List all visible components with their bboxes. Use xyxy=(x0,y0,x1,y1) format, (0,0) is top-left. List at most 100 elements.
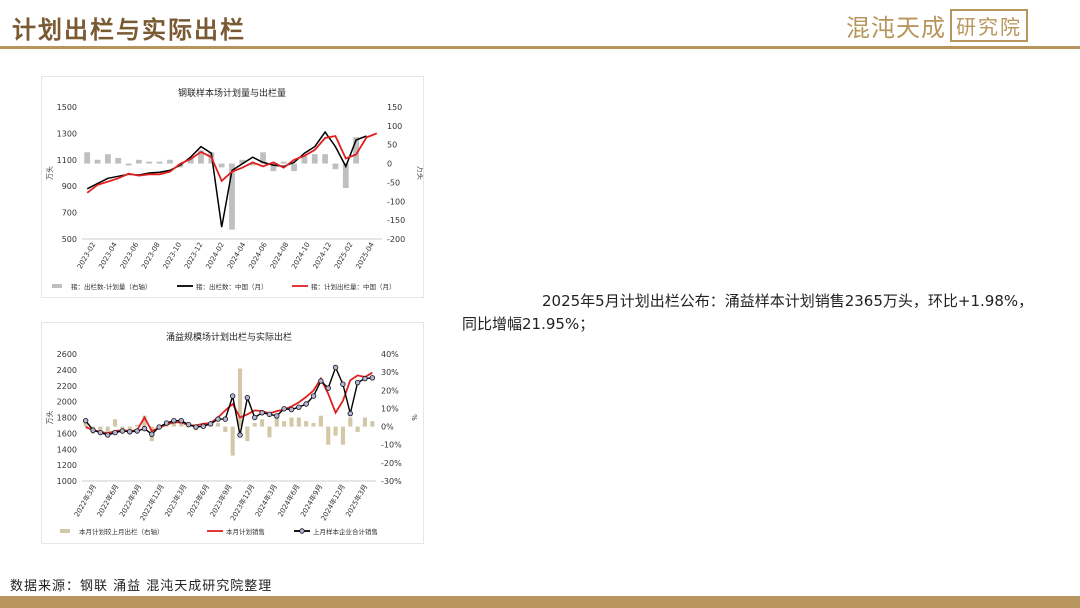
c2-point xyxy=(215,416,221,422)
c2-bar xyxy=(267,426,272,438)
c1-ytick-right: -100 xyxy=(387,197,405,206)
c2-bar xyxy=(326,426,331,445)
c2-point xyxy=(229,393,236,399)
c1-bar xyxy=(229,163,235,230)
c2-bar xyxy=(142,415,147,427)
c2-point xyxy=(141,425,148,432)
c1-ylabel-left: 万头 xyxy=(45,166,54,180)
c2-point xyxy=(347,410,353,417)
c2-point xyxy=(244,394,251,401)
c1-xtick: 2025-02 xyxy=(333,241,355,270)
c2-ytick-right: 20% xyxy=(381,386,399,395)
c2-bar xyxy=(215,422,221,427)
c2-bar xyxy=(274,417,279,427)
c1-ytick-left: 900 xyxy=(62,182,77,191)
c1-ytick-right: -200 xyxy=(387,235,405,244)
chart2-panel: 涌益规模场计划出栏与实际出栏 1000 1200 1400 1600 1800 2000 22… xyxy=(41,322,424,544)
c2-legend-label: 本月计划较上月出栏（右轴） xyxy=(79,527,164,536)
c1-xtick: 2023-02 xyxy=(76,241,98,270)
c2-point xyxy=(119,428,126,434)
c2-ytick-left: 1800 xyxy=(57,414,77,423)
c2-point xyxy=(185,421,192,428)
c2-point xyxy=(222,416,229,422)
c2-point xyxy=(318,378,324,384)
c2-bar xyxy=(98,426,103,431)
c1-bar xyxy=(156,161,163,164)
c2-point xyxy=(90,427,96,433)
c2-bar xyxy=(355,426,360,433)
c2-legend-swatch xyxy=(60,529,70,533)
c2-point xyxy=(193,424,199,430)
c1-bar xyxy=(136,159,142,164)
c1-title: 钢联样本场计划量与出栏量 xyxy=(178,87,286,99)
c2-xtick: 2023年6月 xyxy=(185,483,211,519)
c1-ylabel-right: 万头 xyxy=(416,166,423,180)
c2-point xyxy=(274,413,280,419)
c2-ytick-left: 1400 xyxy=(57,445,77,454)
c1-xtick: 2023-12 xyxy=(183,241,205,270)
c1-legend-swatch xyxy=(52,284,62,288)
c2-line-1 xyxy=(85,365,373,436)
c1-bar xyxy=(280,161,287,164)
c2-point xyxy=(171,417,177,424)
c2-bar xyxy=(289,417,294,427)
c1-bar xyxy=(198,150,204,164)
c1-bar xyxy=(311,154,318,164)
c2-ytick-right: 30% xyxy=(381,368,399,377)
c1-xtick: 2025-04 xyxy=(354,241,376,271)
c2-point xyxy=(163,420,170,426)
c2-ytick-right: -10% xyxy=(381,441,402,450)
c2-bar xyxy=(245,426,250,442)
c2-bar xyxy=(340,426,345,445)
c1-bar xyxy=(260,152,266,164)
c2-bar xyxy=(252,422,257,427)
c2-ytick-right: 0% xyxy=(381,423,394,432)
c2-bar xyxy=(179,422,184,427)
c2-point xyxy=(266,411,273,418)
c2-bar xyxy=(311,422,316,427)
c1-legend-label: 猪：出栏数-计划量（右轴） xyxy=(71,282,151,291)
c2-point xyxy=(369,375,376,381)
c2-point xyxy=(112,429,118,436)
c2-point xyxy=(310,393,317,399)
c2-bar xyxy=(127,426,132,431)
c2-point xyxy=(134,428,140,434)
c1-xtick: 2023-06 xyxy=(119,241,141,271)
c2-point xyxy=(303,401,309,407)
c2-point xyxy=(288,406,295,413)
c2-point xyxy=(200,423,206,429)
c2-bar xyxy=(362,417,368,427)
c2-bar xyxy=(296,417,301,427)
c1-bar xyxy=(332,163,339,170)
c2-bar xyxy=(333,426,338,436)
c1-bar xyxy=(239,159,246,164)
c1-xtick: 2024-04 xyxy=(226,241,248,271)
c1-ytick-right: -50 xyxy=(387,178,400,187)
c1-xtick: 2024-12 xyxy=(312,241,334,270)
c2-bar xyxy=(370,421,375,427)
c1-bar xyxy=(167,159,173,164)
c2-bar xyxy=(230,426,235,456)
c1-xtick: 2023-10 xyxy=(162,241,184,270)
c2-ytick-left: 2400 xyxy=(57,366,77,375)
chart1-panel: 钢联样本场计划量与出栏量 500 700 900 1100 1300 1500 -200 -15… xyxy=(41,76,424,298)
c2-legend-label: 上月样本企业合计销售 xyxy=(313,527,378,536)
c2-ytick-right: -30% xyxy=(381,477,402,486)
c1-xtick: 2024-08 xyxy=(269,241,291,270)
c2-point xyxy=(178,417,184,424)
c1-xtick: 2024-02 xyxy=(204,241,226,270)
c2-point xyxy=(156,424,162,430)
c2-bar xyxy=(282,421,287,427)
c2-ytick-left: 1600 xyxy=(57,429,77,438)
c1-ytick-left: 500 xyxy=(62,235,77,244)
c2-xtick: 2025年3月 xyxy=(343,483,369,519)
c2-ytick-right: 10% xyxy=(381,404,399,413)
c2-point xyxy=(82,417,89,424)
summary-text: 2025年5月计划出栏公布：涌益样本计划销售2365万头，环比+1.98%，同比… xyxy=(462,292,1034,333)
chart2-svg: 涌益规模场计划出栏与实际出栏 1000 1200 1400 1600 1800 2000 22… xyxy=(45,331,418,536)
c1-ytick-right: -150 xyxy=(387,216,405,225)
c1-line-1 xyxy=(86,132,378,194)
c2-ytick-left: 1000 xyxy=(57,477,77,486)
c1-xtick: 2023-08 xyxy=(140,241,162,270)
c1-bar xyxy=(291,163,297,172)
